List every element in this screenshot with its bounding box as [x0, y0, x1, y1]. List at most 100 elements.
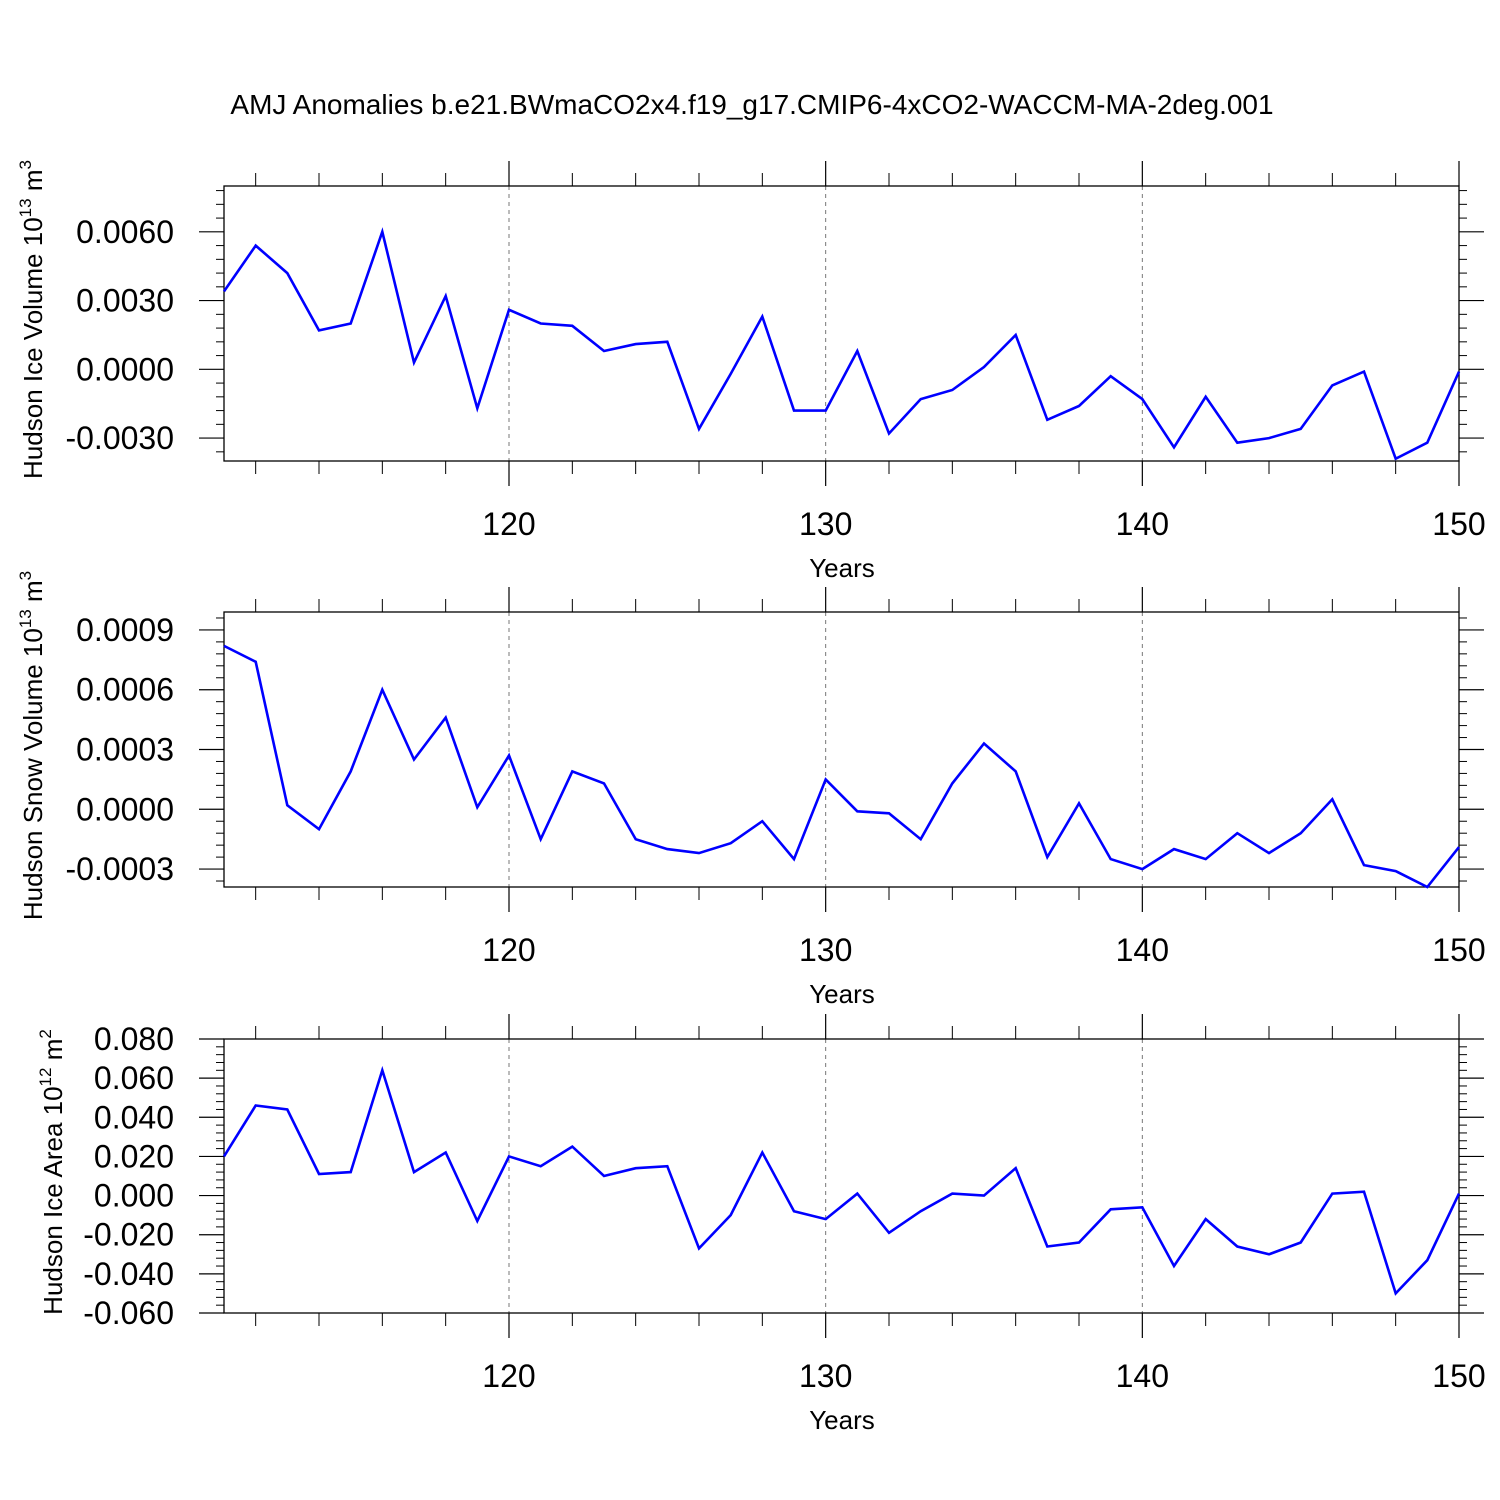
data-point [317, 827, 322, 832]
data-point [253, 1103, 258, 1108]
data-point [1172, 847, 1177, 852]
data-point [1267, 851, 1272, 856]
data-point [697, 851, 702, 856]
x-tick-label: 130 [799, 932, 852, 968]
data-point [665, 1164, 670, 1169]
data-point [1108, 1207, 1113, 1212]
data-point [1362, 1189, 1367, 1194]
data-point [1457, 369, 1462, 374]
data-point [538, 321, 543, 326]
data-point [602, 1174, 607, 1179]
data-point [443, 294, 448, 299]
data-point [1298, 426, 1303, 431]
y-tick-label: 0.060 [94, 1060, 174, 1096]
x-tick-label: 130 [799, 506, 852, 542]
data-point [1045, 855, 1050, 860]
data-point [887, 1230, 892, 1235]
data-point [1203, 857, 1208, 862]
y-tick-label: 0.0000 [76, 791, 174, 827]
series-line [222, 227, 1461, 461]
x-tick-label: 140 [1116, 506, 1169, 542]
data-point [950, 781, 955, 786]
x-tick-label: 150 [1432, 506, 1485, 542]
data-point [412, 1170, 417, 1175]
y-axis-label-main: Hudson Snow Volume 10 [18, 628, 48, 920]
y-axis-label: Hudson Snow Volume 1013 m3 [16, 571, 48, 920]
data-point [443, 1150, 448, 1155]
chart-panel-1: 120 130 140 150 -0.0030 0.0000 0.0030 0.0060 Yea… [16, 160, 1486, 583]
y-axis-label: Hudson Ice Area 1012 m2 [36, 1029, 68, 1315]
data-point [253, 243, 258, 248]
x-tick-label: 120 [482, 506, 535, 542]
y-axis-label-sup: 12 [36, 1068, 55, 1087]
data-point [222, 1154, 227, 1159]
y-tick-label: 0.0006 [76, 672, 174, 708]
data-point [633, 837, 638, 842]
y-tick-label: 0.0030 [76, 283, 174, 319]
data-point [380, 687, 385, 692]
data-point [1457, 1191, 1462, 1196]
y-tick-label: -0.0003 [65, 851, 174, 887]
data-point [1140, 867, 1145, 872]
data-point [475, 1219, 480, 1224]
data-point [918, 397, 923, 402]
y-tick-label: 0.020 [94, 1138, 174, 1174]
data-point [475, 805, 480, 810]
panels: 120 130 140 150 -0.0030 0.0000 0.0030 0.0060 Yea… [16, 160, 1486, 1435]
data-point [918, 837, 923, 842]
data-point [665, 847, 670, 852]
x-axis-label: Years [809, 553, 875, 583]
data-point [728, 1213, 733, 1218]
data-point [1203, 1217, 1208, 1222]
data-point [1425, 1258, 1430, 1263]
x-axis-label: Years [809, 979, 875, 1009]
data-point [1457, 845, 1462, 850]
data-point [285, 271, 290, 276]
data-point [507, 1154, 512, 1159]
data-point [697, 426, 702, 431]
data-point [538, 837, 543, 842]
data-point [443, 715, 448, 720]
data-point [1013, 769, 1018, 774]
data-point [1235, 1244, 1240, 1249]
x-tick-label: 140 [1116, 1358, 1169, 1394]
data-point [1045, 417, 1050, 422]
y-tick-label: -0.020 [83, 1217, 174, 1253]
data-point [285, 1107, 290, 1112]
data-point [760, 1150, 765, 1155]
data-point [728, 841, 733, 846]
data-point [507, 307, 512, 312]
data-point [1393, 869, 1398, 874]
data-point [1235, 831, 1240, 836]
data-point [1077, 404, 1082, 409]
y-axis-label-unit: m [38, 1039, 68, 1068]
y-tick-label: 0.0009 [76, 612, 174, 648]
data-point [728, 371, 733, 376]
y-tick-label: 0.0003 [76, 732, 174, 768]
data-point [1108, 374, 1113, 379]
data-point [887, 431, 892, 436]
x-tick-label: 120 [482, 932, 535, 968]
data-point [760, 819, 765, 824]
y-tick-label: 0.040 [94, 1099, 174, 1135]
x-tick-label: 130 [799, 1358, 852, 1394]
data-point [412, 757, 417, 762]
data-point [1013, 332, 1018, 337]
y-axis-label-unit-sup: 3 [16, 160, 35, 169]
data-point [222, 289, 227, 294]
plot-frame [223, 185, 1460, 462]
data-point [950, 387, 955, 392]
data-point [1330, 1191, 1335, 1196]
data-point [348, 769, 353, 774]
data-point [855, 349, 860, 354]
data-point [792, 408, 797, 413]
y-axis-label-sup: 13 [16, 198, 35, 217]
y-axis-label: Hudson Ice Volume 1013 m3 [16, 160, 48, 479]
data-point [1203, 394, 1208, 399]
data-point [792, 1209, 797, 1214]
data-point [792, 857, 797, 862]
y-axis-label-unit-sup: 3 [16, 571, 35, 580]
data-point [1077, 801, 1082, 806]
